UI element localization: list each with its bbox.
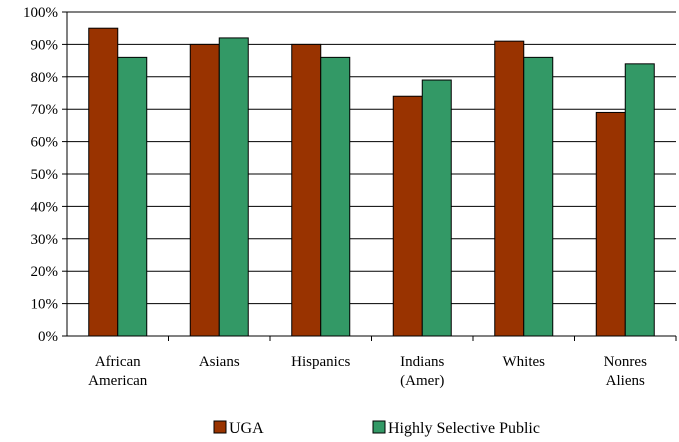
bar-highly-selective-public bbox=[421, 79, 452, 337]
y-tick-label: 60% bbox=[31, 135, 59, 151]
x-tick-label: Hispanics bbox=[291, 354, 350, 370]
bar-highly-selective-public bbox=[523, 56, 554, 337]
y-tick-label: 20% bbox=[31, 264, 59, 280]
bar-uga bbox=[291, 43, 322, 337]
y-tick-label: 0% bbox=[38, 329, 58, 345]
bar-uga bbox=[392, 95, 423, 337]
bar-highly-selective-public bbox=[218, 37, 249, 337]
x-tick-label: Whites bbox=[503, 354, 546, 370]
legend-swatch bbox=[372, 420, 386, 434]
y-tick-label: 70% bbox=[31, 102, 59, 118]
legend-label: UGA bbox=[229, 420, 264, 437]
legend-swatch bbox=[213, 420, 227, 434]
bar-uga bbox=[595, 111, 626, 337]
legend-label: Highly Selective Public bbox=[388, 420, 540, 437]
y-tick-label: 40% bbox=[31, 199, 59, 215]
bar-uga bbox=[494, 40, 525, 337]
y-tick-label: 30% bbox=[31, 232, 59, 248]
bar-highly-selective-public bbox=[117, 56, 148, 337]
x-tick-label: African American bbox=[88, 354, 148, 389]
y-tick-label: 50% bbox=[31, 167, 59, 183]
y-tick-label: 100% bbox=[23, 5, 58, 21]
bar-highly-selective-public bbox=[624, 63, 655, 337]
y-tick-label: 10% bbox=[31, 297, 59, 313]
x-tick-label: Nonres Aliens bbox=[604, 354, 647, 389]
y-tick-label: 90% bbox=[31, 37, 59, 53]
bar-uga bbox=[189, 43, 220, 337]
y-tick-label: 80% bbox=[31, 70, 59, 86]
bar-uga bbox=[88, 27, 119, 337]
x-tick-label: Asians bbox=[199, 354, 240, 370]
bar-highly-selective-public bbox=[320, 56, 351, 337]
x-tick-label: Indians (Amer) bbox=[400, 354, 444, 389]
